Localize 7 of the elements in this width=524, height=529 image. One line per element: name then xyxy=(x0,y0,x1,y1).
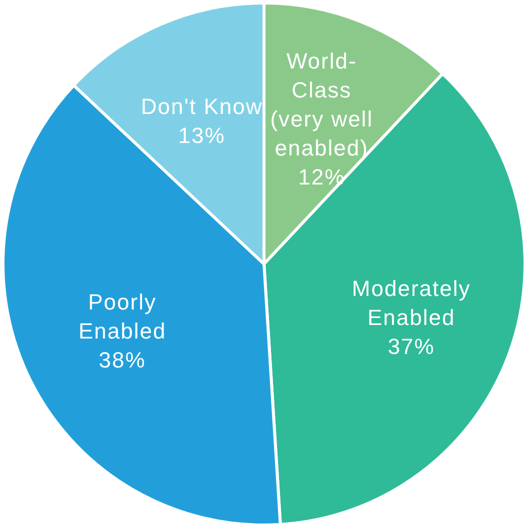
data-label: 37% xyxy=(388,334,435,359)
data-label: 38% xyxy=(98,347,146,372)
slice-label: World-Class (very well enabled) xyxy=(270,48,374,160)
slice-label: Don't Know xyxy=(140,93,263,118)
slice-label: Poorly Enabled xyxy=(78,289,166,344)
slice-label: Moderately Enabled xyxy=(352,276,471,330)
data-label: 13% xyxy=(178,122,226,148)
